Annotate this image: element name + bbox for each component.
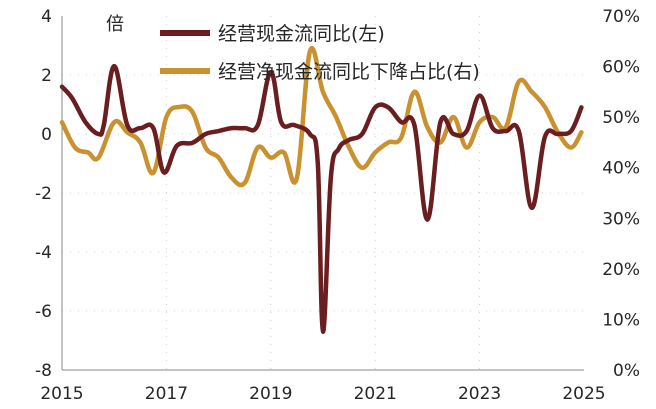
legend: 经营现金流同比(左) 经营净现金流同比下降占比(右) [160, 23, 480, 83]
left-tick-label: -8 [35, 361, 52, 381]
left-tick-label: -2 [35, 184, 52, 204]
right-tick-label: 10% [602, 310, 640, 330]
series [59, 46, 584, 334]
axes [61, 16, 584, 371]
right-tick-label: 50% [602, 108, 640, 128]
series-line-1 [59, 63, 584, 334]
legend-label-series-1: 经营现金流同比(左) [218, 23, 385, 45]
right-tick-label: 20% [602, 260, 640, 280]
x-tick-label: 2023 [458, 384, 501, 404]
right-tick-label: 40% [602, 159, 640, 179]
x-tick-label: 2015 [40, 384, 83, 404]
left-axis-ticks: 4 2 0 -2 -4 -6 -8 [35, 7, 52, 381]
grid [62, 16, 584, 370]
left-tick-label: 2 [41, 66, 52, 86]
series-line-2 [59, 46, 584, 188]
right-tick-label: 0% [613, 361, 640, 381]
x-tick-label: 2019 [249, 384, 292, 404]
left-tick-label: -6 [35, 302, 52, 322]
legend-label-series-2: 经营净现金流同比下降占比(右) [218, 61, 480, 83]
x-tick-label: 2025 [562, 384, 605, 404]
left-axis-unit-label: 倍 [106, 14, 124, 35]
left-tick-label: 4 [41, 7, 52, 27]
right-axis-ticks: 70% 60% 50% 40% 30% 20% 10% 0% [602, 7, 640, 381]
x-tick-label: 2017 [145, 384, 188, 404]
left-tick-label: -4 [35, 243, 52, 263]
right-tick-label: 70% [602, 7, 640, 27]
x-axis-ticks: 2015 2017 2019 2021 2023 2025 [40, 384, 605, 404]
right-tick-label: 60% [602, 58, 640, 78]
left-tick-label: 0 [41, 125, 52, 145]
x-tick-label: 2021 [354, 384, 397, 404]
right-tick-label: 30% [602, 209, 640, 229]
